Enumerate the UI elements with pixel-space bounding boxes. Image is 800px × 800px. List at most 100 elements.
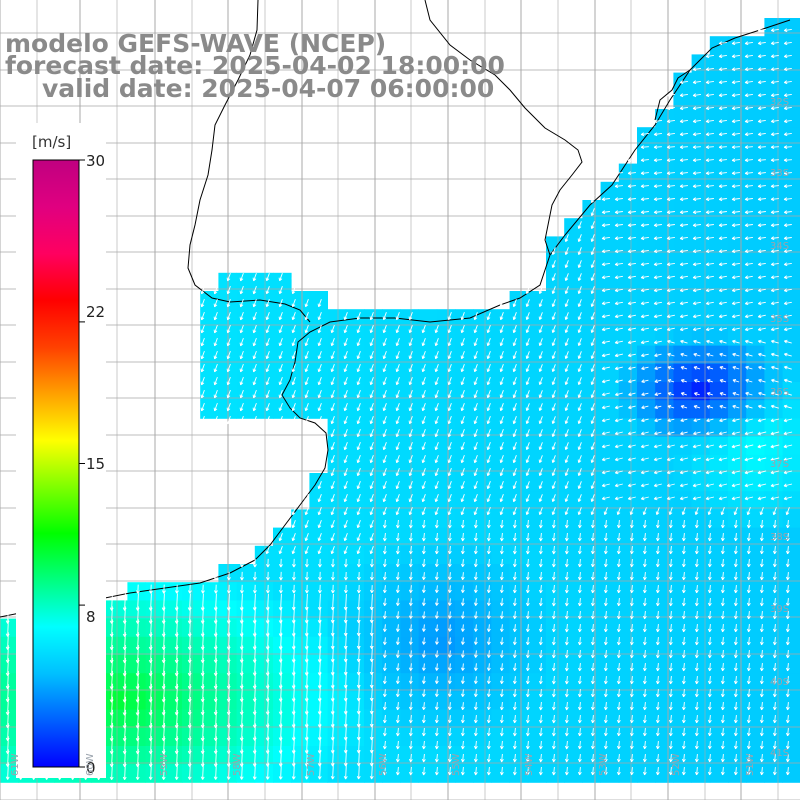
wind-arrow (731, 132, 740, 137)
wave-cell (673, 291, 692, 310)
wind-arrow (200, 337, 205, 347)
wave-cell (709, 236, 729, 255)
wind-arrow (343, 416, 348, 425)
wind-arrow (783, 288, 792, 293)
wave-cell (618, 727, 638, 747)
wave-cell (509, 564, 529, 583)
wind-arrow (667, 404, 675, 409)
wind-arrow (343, 338, 348, 347)
wind-arrow (525, 507, 530, 516)
wind-arrow (499, 416, 504, 425)
wind-arrow (744, 470, 754, 475)
wind-arrow (525, 286, 530, 295)
wave-cell (436, 509, 456, 528)
wind-arrow (551, 494, 556, 503)
wind-arrow (719, 391, 727, 396)
wind-arrow (460, 519, 465, 529)
wave-cell (764, 454, 783, 474)
wind-arrow (758, 378, 766, 383)
wave-cell (709, 382, 729, 401)
wave-cell (382, 473, 401, 492)
wind-arrow (718, 457, 728, 462)
wave-cell (782, 655, 800, 674)
wind-arrow (680, 392, 687, 396)
wind-arrow (601, 197, 610, 202)
wave-cell (345, 527, 365, 547)
wind-arrow (538, 390, 543, 399)
wave-cell (527, 418, 547, 437)
lon-label: 54W (524, 753, 535, 776)
wind-arrow (330, 377, 335, 386)
wave-cell (491, 618, 510, 638)
wind-arrow (757, 184, 766, 189)
wind-arrow (369, 351, 374, 360)
wave-cell (455, 618, 474, 638)
wave-cell (364, 545, 383, 565)
wave-cell (691, 291, 711, 310)
wind-arrow (744, 223, 753, 228)
wave-cell (509, 582, 529, 601)
wind-arrow (538, 558, 543, 568)
wind-arrow (731, 223, 740, 228)
wave-cell (182, 709, 201, 729)
wind-arrow (666, 223, 675, 228)
wave-cell (273, 327, 292, 346)
wind-arrow (447, 442, 452, 451)
wind-arrow (679, 223, 688, 228)
wave-cell (582, 454, 601, 474)
wind-arrow (757, 171, 766, 176)
wave-cell (327, 618, 347, 638)
wave-cell (637, 491, 656, 510)
wind-arrow (265, 364, 270, 373)
wind-arrow (343, 546, 348, 555)
wind-arrow (720, 533, 725, 542)
wind-arrow (770, 54, 779, 59)
wind-arrow (564, 429, 569, 438)
wave-cell (600, 309, 620, 328)
wind-arrow (614, 340, 623, 345)
wave-cell (709, 454, 729, 474)
wave-cell (491, 564, 510, 583)
wind-arrow (447, 519, 452, 529)
wind-arrow (746, 559, 751, 568)
wind-arrow (343, 507, 348, 516)
wind-arrow (382, 468, 387, 477)
wind-arrow (577, 468, 582, 477)
wind-arrow (343, 481, 348, 490)
wave-cell (309, 655, 328, 674)
wind-arrow (757, 93, 766, 98)
wind-arrow (213, 285, 218, 295)
wind-arrow (395, 312, 400, 321)
wind-arrow (718, 249, 727, 254)
wind-arrow (343, 442, 348, 451)
wind-arrow (692, 262, 701, 267)
wave-cell (691, 382, 711, 401)
wave-cell (345, 673, 365, 692)
wind-arrow (692, 288, 701, 293)
lat-label: 38S (770, 532, 790, 543)
wind-arrow (719, 339, 727, 344)
wind-arrow (369, 442, 374, 451)
wind-arrow (640, 327, 649, 332)
wave-cell (473, 618, 492, 638)
wave-cell (618, 473, 638, 492)
wind-arrow (499, 468, 504, 477)
wind-arrow (640, 301, 649, 306)
wave-cell (618, 382, 638, 401)
wave-cell (618, 436, 638, 456)
wave-cell (782, 18, 800, 37)
wave-cell (455, 655, 474, 674)
wind-arrow (434, 519, 439, 529)
wind-arrow (590, 390, 595, 399)
wave-cell (182, 764, 201, 783)
wave-cell (691, 72, 711, 92)
wave-cell (273, 618, 292, 638)
wind-arrow (421, 364, 426, 373)
wave-cell (418, 345, 438, 365)
wind-arrow (770, 301, 779, 306)
wave-cell (691, 564, 711, 583)
wind-arrow (226, 571, 231, 581)
wind-arrow (731, 327, 740, 332)
wind-arrow (499, 442, 504, 451)
wave-cell (782, 218, 800, 237)
